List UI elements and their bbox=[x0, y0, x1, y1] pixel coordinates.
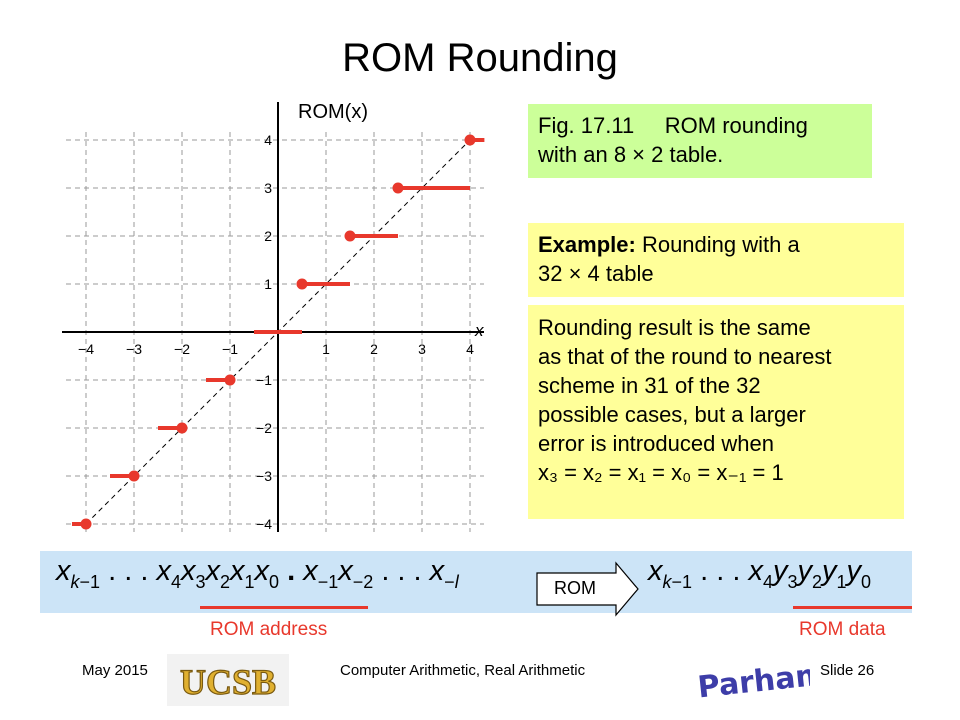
step-endpoint-dot bbox=[344, 230, 356, 242]
output-bit-sequence: xk−1 . . . x4y3y2y1y0 bbox=[648, 555, 872, 592]
step-endpoint-dot bbox=[392, 182, 404, 194]
rom-address-label: ROM address bbox=[210, 619, 328, 640]
step-endpoint-dot bbox=[128, 470, 140, 482]
result-line-1: Rounding result is the same bbox=[538, 315, 811, 340]
graph-axes bbox=[62, 102, 484, 532]
y-tick-label: −3 bbox=[256, 468, 272, 484]
y-axis-label: ROM(x) bbox=[298, 101, 368, 123]
y-tick-label: 2 bbox=[264, 228, 272, 244]
rom-rounding-graph: −4 −3 −2 −1 1 2 3 4 4 3 2 1 −1 −2 −3 −4 ROM(x) x bbox=[62, 101, 485, 532]
caption-line-1: Fig. 17.11 ROM rounding bbox=[538, 113, 808, 138]
x-tick-label: 3 bbox=[418, 341, 426, 357]
step-endpoint-dot bbox=[80, 518, 92, 530]
rom-data-label: ROM data bbox=[799, 619, 886, 640]
result-line-2: as that of the round to nearest bbox=[538, 344, 832, 369]
x-tick-label: −4 bbox=[78, 341, 94, 357]
y-tick-label: −4 bbox=[256, 516, 272, 532]
step-endpoint-dot bbox=[464, 134, 476, 146]
signature-logo-text: B Parhami bbox=[690, 656, 810, 706]
ucsb-logo-text: UCSB bbox=[180, 662, 276, 702]
ucsb-logo: UCSB bbox=[167, 654, 289, 706]
rom-data-underline bbox=[793, 606, 912, 609]
example-line-2: 32 × 4 table bbox=[538, 261, 654, 286]
y-tick-label: 3 bbox=[264, 180, 272, 196]
footer-slide-number: Slide 26 bbox=[820, 662, 875, 679]
y-tick-label: −2 bbox=[256, 420, 272, 436]
example-heading: Example: bbox=[538, 232, 636, 257]
x-tick-label: −2 bbox=[174, 341, 190, 357]
x-tick-label: 1 bbox=[322, 341, 330, 357]
step-endpoint-dot bbox=[176, 422, 188, 434]
footer-date: May 2015 bbox=[82, 662, 148, 679]
x-tick-label: 4 bbox=[466, 341, 474, 357]
x-tick-label: −1 bbox=[222, 341, 238, 357]
rom-arrow-label: ROM bbox=[554, 578, 596, 598]
result-line-4: possible cases, but a larger bbox=[538, 402, 806, 427]
result-line-5: error is introduced when bbox=[538, 431, 775, 456]
rom-address-underline bbox=[200, 606, 368, 609]
rom-arrow-icon bbox=[536, 561, 639, 617]
parhami-signature-logo: B Parhami bbox=[690, 656, 810, 706]
step-endpoint-dot bbox=[224, 374, 236, 386]
x-tick-label: −3 bbox=[126, 341, 142, 357]
axis-tick-labels: −4 −3 −2 −1 1 2 3 4 4 3 2 1 −1 −2 −3 −4 bbox=[78, 132, 474, 532]
y-tick-label: −1 bbox=[256, 372, 272, 388]
bit-sequence-band: xk−1 . . . x4x3x2x1x0 . x−1x−2 . . . x−l… bbox=[40, 551, 912, 613]
x-axis-label: x bbox=[474, 321, 484, 340]
input-bit-sequence: xk−1 . . . x4x3x2x1x0 . x−1x−2 . . . x−l bbox=[56, 555, 459, 592]
result-line-3: scheme in 31 of the 32 bbox=[538, 373, 761, 398]
step-segments bbox=[72, 134, 485, 530]
caption-line-2: with an 8 × 2 table. bbox=[538, 142, 724, 167]
result-note-box: Rounding result is the same as that of t… bbox=[528, 305, 904, 519]
example-box: Example: Rounding with a 32 × 4 table bbox=[528, 223, 904, 297]
y-tick-label: 1 bbox=[264, 276, 272, 292]
x-tick-label: 2 bbox=[370, 341, 378, 357]
step-endpoint-dot bbox=[296, 278, 308, 290]
footer-course: Computer Arithmetic, Real Arithmetic bbox=[340, 662, 586, 679]
figure-caption-box: Fig. 17.11 ROM rounding with an 8 × 2 ta… bbox=[528, 104, 872, 178]
example-line-1: Rounding with a bbox=[635, 232, 800, 257]
y-tick-label: 4 bbox=[264, 132, 272, 148]
slide-title: ROM Rounding bbox=[342, 36, 618, 80]
result-condition-equation: x₃ = x₂ = x₁ = x₀ = x₋₁ = 1 bbox=[538, 460, 784, 485]
